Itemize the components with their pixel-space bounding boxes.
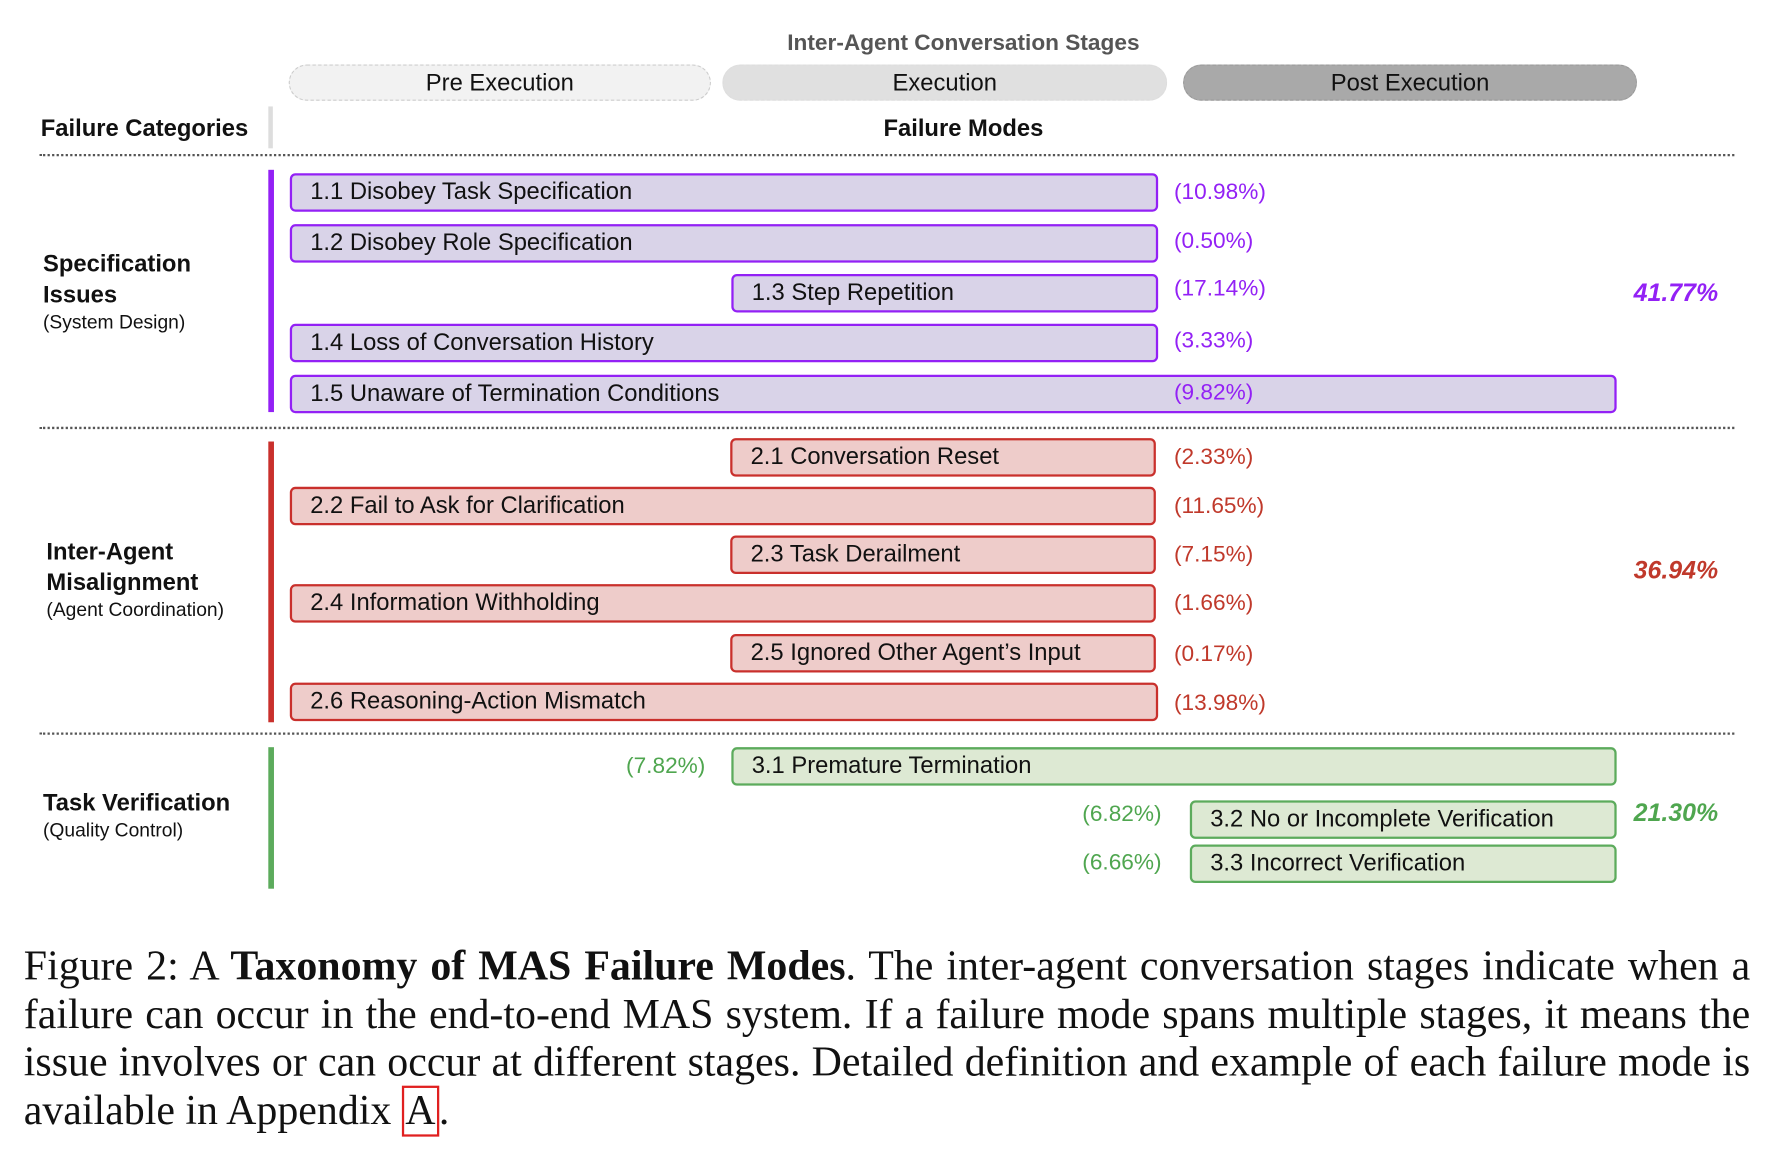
- failure-categories-header: Failure Categories: [40, 115, 249, 142]
- mode-2-6: 2.6 Reasoning-Action Mismatch: [289, 682, 1159, 722]
- caption-body: . The inter-agent conversation stages in…: [23, 943, 1751, 1134]
- mode-3-1: 3.1 Premature Termination: [731, 747, 1617, 786]
- stage-post-execution: Post Execution: [1183, 64, 1638, 101]
- divider: [39, 153, 1735, 157]
- category-total: 21.30%: [1633, 798, 1719, 827]
- mode-1-4: 1.4 Loss of Conversation History: [289, 323, 1159, 363]
- category-label: Specification Issues (System Design): [43, 249, 191, 335]
- category-bar: [268, 747, 274, 889]
- caption-prefix: Figure 2: A: [23, 943, 231, 990]
- mode-2-2: 2.2 Fail to Ask for Clarification: [289, 486, 1156, 526]
- mode-1-5: 1.5 Unaware of Termination Conditions: [289, 374, 1617, 414]
- mode-pct: (7.15%): [1173, 542, 1254, 568]
- stage-pre-execution: Pre Execution: [288, 64, 711, 101]
- category-bar: [268, 169, 274, 413]
- category-name: Issues: [43, 281, 118, 308]
- mode-pct: (17.14%): [1173, 276, 1266, 302]
- divider: [39, 426, 1735, 430]
- mode-pct: (1.66%): [1173, 590, 1254, 616]
- stages-title: Inter-Agent Conversation Stages: [787, 30, 1140, 56]
- category-label: Inter-Agent Misalignment (Agent Coordina…: [46, 537, 224, 623]
- category-name: Misalignment: [46, 569, 199, 596]
- category-label: Task Verification (Quality Control): [43, 788, 230, 843]
- mode-pct: (9.82%): [1173, 380, 1254, 406]
- category-name: Specification: [43, 251, 191, 278]
- mode-pct: (2.33%): [1173, 444, 1254, 470]
- caption-title: Taxonomy of MAS Failure Modes: [230, 943, 846, 990]
- mode-pct: (11.65%): [1173, 493, 1265, 519]
- caption-suffix: .: [438, 1087, 450, 1134]
- mode-3-2: 3.2 No or Incomplete Verification: [1189, 800, 1617, 839]
- category-total: 36.94%: [1633, 555, 1719, 585]
- mode-pct: (7.82%): [626, 753, 706, 779]
- mode-pct: (6.82%): [1082, 801, 1162, 827]
- category-subtitle: (Agent Coordination): [46, 598, 225, 621]
- mode-3-3: 3.3 Incorrect Verification: [1189, 844, 1617, 884]
- failure-modes-header: Failure Modes: [883, 115, 1044, 142]
- mode-2-5: 2.5 Ignored Other Agent’s Input: [730, 633, 1156, 673]
- mode-pct: (0.50%): [1173, 228, 1254, 254]
- figure-caption: Figure 2: A Taxonomy of MAS Failure Mode…: [23, 943, 1751, 1137]
- divider: [39, 732, 1735, 735]
- mode-1-1: 1.1 Disobey Task Specification: [289, 173, 1159, 212]
- mode-pct: (6.66%): [1082, 850, 1162, 876]
- category-subtitle: (Quality Control): [43, 819, 184, 842]
- category-subtitle: (System Design): [43, 311, 186, 333]
- mode-2-4: 2.4 Information Withholding: [289, 584, 1156, 623]
- category-name: Inter-Agent: [46, 538, 174, 565]
- mode-pct: (3.33%): [1173, 328, 1254, 354]
- stage-execution: Execution: [722, 64, 1168, 101]
- mode-pct: (13.98%): [1173, 690, 1266, 716]
- category-total: 41.77%: [1633, 278, 1719, 307]
- mode-2-3: 2.3 Task Derailment: [730, 535, 1156, 574]
- category-bar: [268, 441, 274, 723]
- header-divider: [268, 106, 273, 149]
- mode-pct: (10.98%): [1173, 180, 1266, 205]
- appendix-link[interactable]: A: [401, 1085, 439, 1137]
- mode-pct: (0.17%): [1173, 641, 1254, 667]
- category-name: Task Verification: [43, 790, 231, 817]
- mode-1-2: 1.2 Disobey Role Specification: [289, 224, 1159, 263]
- mode-2-1: 2.1 Conversation Reset: [730, 438, 1156, 477]
- mode-1-3: 1.3 Step Repetition: [731, 273, 1159, 313]
